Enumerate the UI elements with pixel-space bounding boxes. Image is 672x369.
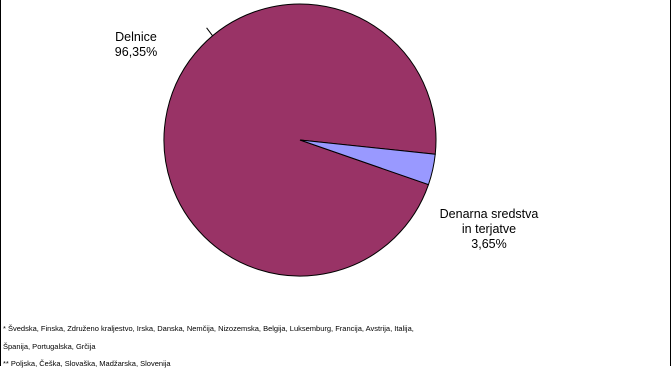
slice-name-delnice: Delnice [115, 30, 157, 44]
footnote-1-line-2: Španija, Portugalska, Grčija [3, 342, 96, 351]
slice-name-line1: Denarna sredstva [439, 207, 539, 221]
footnote-2: ** Poljska, Češka, Slovaška, Madžarska, … [3, 359, 171, 368]
data-label-denarna-sredstva: Denarna sredstva in terjatve 3,65% [424, 207, 554, 252]
leader-line-delnice [206, 27, 214, 37]
slice-value-denarna: 3,65% [471, 237, 507, 251]
slice-value-delnice: 96,35% [114, 45, 158, 59]
pie-slice-denarna-sredstva [299, 139, 436, 186]
data-label-delnice: Delnice 96,35% [96, 30, 176, 60]
footnote-1-line-1: * Švedska, Finska, Združeno kraljestvo, … [3, 324, 414, 333]
slice-name-line2: in terjatve [461, 222, 517, 236]
